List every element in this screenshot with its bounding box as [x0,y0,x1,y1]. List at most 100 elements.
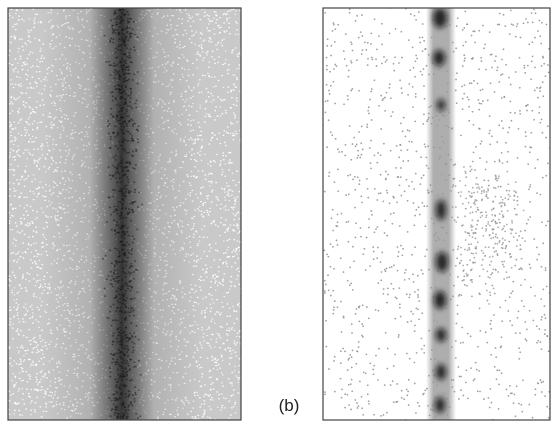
speckle [11,271,14,273]
speckle [19,414,21,416]
speckle [35,263,38,265]
dot [489,388,492,390]
dot [481,88,484,91]
speckle [131,211,134,214]
speckle [123,253,126,255]
speckle [217,96,219,98]
speckle [120,192,123,195]
speckle [40,304,43,307]
speckle [125,417,128,420]
speckle [125,371,128,373]
dot [519,36,522,39]
speckle [226,11,229,13]
dot [335,239,338,242]
speckle [110,228,113,231]
speckle [119,335,122,337]
speckle [118,231,120,234]
speckle [237,303,239,306]
speckle [130,88,132,90]
speckle [117,327,119,330]
speckle [209,207,211,209]
speckle [122,29,124,31]
speckle [35,389,38,391]
speckle [22,61,25,64]
dot [507,310,510,312]
speckle [229,151,232,154]
speckle [219,367,221,369]
speckle [113,411,116,414]
speckle [20,192,22,194]
speckle [129,133,132,135]
speckle [115,294,118,297]
speckle [209,38,212,40]
speckle [228,199,230,202]
speckle [116,120,119,122]
speckle [27,244,30,246]
speckle [28,96,31,99]
speckle [115,381,118,383]
speckle [16,9,18,11]
speckle [114,98,117,100]
speckle [25,224,28,226]
dot [420,269,423,272]
dot [524,321,527,323]
speckle [129,34,131,37]
speckle [212,274,215,276]
speckle [34,37,36,40]
speckle [25,308,27,310]
dot [350,323,353,326]
speckle [216,198,219,200]
speckle [125,340,128,343]
dot [529,286,532,289]
speckle [220,115,222,117]
speckle [10,163,12,165]
speckle [17,84,20,86]
speckle [109,310,112,313]
dot [358,89,361,92]
speckle [132,278,135,280]
dot [335,65,338,68]
speckle [113,273,116,275]
speckle [237,211,239,213]
speckle [26,78,28,81]
speckle [212,399,214,401]
speckle [106,221,108,223]
dot [498,383,500,386]
dot [418,36,421,39]
speckle [122,338,125,341]
speckle [213,76,216,78]
speckle [21,367,24,370]
speckle [22,321,25,323]
speckle [237,392,240,394]
speckle [131,248,133,250]
speckle [16,298,18,301]
dot [523,66,526,69]
speckle [34,17,36,19]
dot [324,111,327,114]
speckle [102,258,104,260]
dot [538,253,540,256]
speckle [27,175,30,177]
speckle [229,350,232,352]
speckle [231,134,234,137]
speckle [17,15,20,17]
speckle [123,61,126,63]
speckle [23,218,26,220]
speckle [38,360,41,362]
speckle [227,291,230,294]
speckle [231,194,233,196]
speckle [221,173,223,176]
speckle [135,148,138,151]
speckle [122,148,125,150]
speckle [24,42,27,44]
speckle [9,357,12,359]
speckle [128,32,131,35]
speckle [231,327,233,329]
speckle [34,341,37,343]
dot [350,60,352,62]
dot [456,257,458,260]
speckle [131,351,134,353]
speckle [12,128,15,130]
speckle [204,178,207,180]
speckle [230,89,232,92]
